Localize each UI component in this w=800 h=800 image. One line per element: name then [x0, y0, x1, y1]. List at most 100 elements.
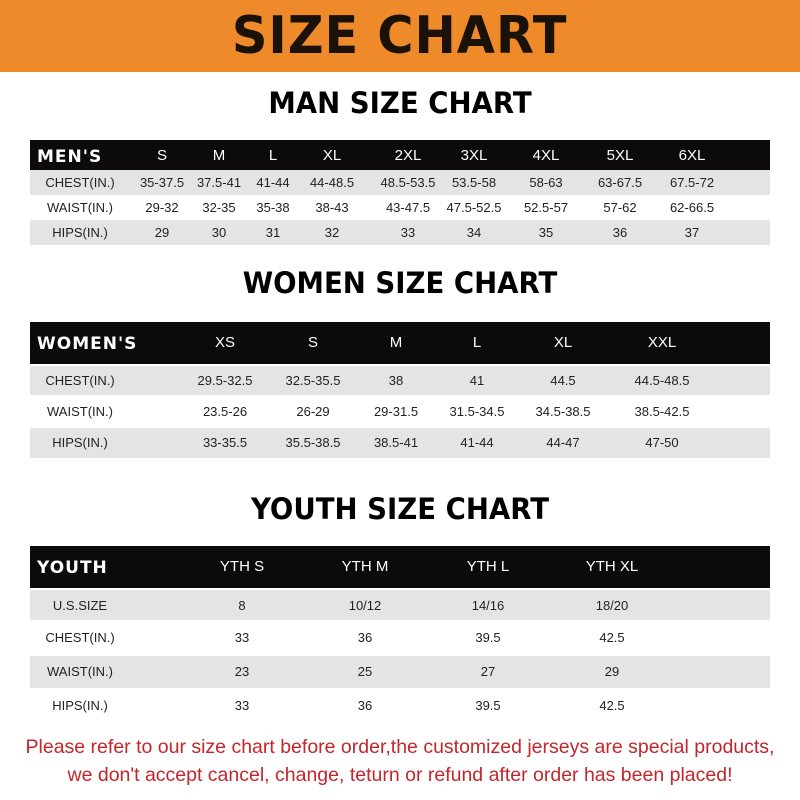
youth-size-value: 23 [234, 664, 250, 679]
youth-row-label: U.S.SIZE [52, 598, 108, 613]
women-size-header: L [472, 334, 482, 351]
women-measurement-row: CHEST(IN.) 29.5-32.5 32.5-35.5 38 41 44.5 44.5… [30, 366, 770, 395]
men-size-value: 63-67.5 [597, 175, 643, 190]
youth-size-value: 42.5 [599, 630, 625, 645]
men-header-label: MEN'S [37, 147, 103, 167]
women-size-value: 32.5-35.5 [285, 373, 341, 388]
women-size-header: M [389, 334, 403, 351]
youth-size-value: 42.5 [599, 698, 625, 713]
women-size-value: 29-31.5 [373, 404, 419, 419]
men-size-header: S [156, 147, 168, 164]
youth-size-header: YTH XL [585, 558, 639, 575]
women-row-label: WAIST(IN.) [47, 404, 113, 419]
men-size-value: 47.5-52.5 [446, 200, 502, 215]
banner-title: SIZE CHART [232, 6, 568, 66]
youth-row-label: HIPS(IN.) [52, 698, 108, 713]
men-size-header: L [268, 147, 278, 164]
women-size-header: XS [214, 334, 236, 351]
women-size-value: 26-29 [296, 404, 330, 419]
women-size-value: 38 [388, 373, 404, 388]
women-size-value: 23.5-26 [202, 404, 248, 419]
men-size-header: M [212, 147, 226, 164]
men-size-value: 32-35 [202, 200, 236, 215]
women-size-value: 44-47 [546, 435, 580, 450]
youth-measurement-row: HIPS(IN.) 33 36 39.5 42.5 [30, 690, 770, 720]
men-size-header: 6XL [678, 147, 706, 164]
youth-size-value: 33 [234, 630, 250, 645]
women-size-value: 47-50 [645, 435, 679, 450]
men-size-value: 62-66.5 [669, 200, 715, 215]
women-size-value: 44.5-48.5 [634, 373, 690, 388]
men-measurement-row: WAIST(IN.) 29-32 32-35 35-38 38-43 43-47.5 47.… [30, 195, 770, 220]
men-measurement-row: HIPS(IN.) 29 30 31 32 33 34 35 36 37 [30, 220, 770, 245]
youth-size-value: 14/16 [471, 598, 505, 613]
men-size-value: 53.5-58 [451, 175, 497, 190]
youth-size-value: 27 [480, 664, 496, 679]
youth-size-header: YTH M [341, 558, 389, 575]
youth-header-label: YOUTH [37, 558, 108, 578]
women-header-row: WOMEN'S XS S M L XL XXL [30, 322, 770, 364]
men-size-value: 29-32 [145, 200, 179, 215]
men-section-title: MAN SIZE CHART [268, 86, 532, 120]
men-size-value: 35 [538, 225, 554, 240]
men-size-value: 43-47.5 [385, 200, 431, 215]
youth-measurement-row: WAIST(IN.) 23 25 27 29 [30, 656, 770, 688]
women-size-value: 41-44 [460, 435, 494, 450]
youth-size-value: 36 [357, 698, 373, 713]
women-size-value: 44.5 [550, 373, 576, 388]
size-chart-banner: SIZE CHART [0, 0, 800, 72]
women-size-value: 38.5-42.5 [634, 404, 690, 419]
men-size-value: 52.5-57 [523, 200, 569, 215]
youth-row-label: WAIST(IN.) [47, 664, 113, 679]
youth-size-value: 8 [238, 598, 246, 613]
men-size-value: 33 [400, 225, 416, 240]
men-size-value: 58-63 [529, 175, 563, 190]
women-header-label: WOMEN'S [37, 334, 138, 354]
youth-section-title: YOUTH SIZE CHART [250, 492, 550, 526]
men-size-value: 31 [265, 225, 281, 240]
women-size-header: S [307, 334, 319, 351]
men-row-label: HIPS(IN.) [52, 225, 108, 240]
men-size-value: 48.5-53.5 [380, 175, 436, 190]
women-size-value: 31.5-34.5 [449, 404, 505, 419]
women-section-title: WOMEN SIZE CHART [242, 266, 558, 300]
men-size-header: 2XL [394, 147, 422, 164]
youth-measurement-row: CHEST(IN.) 33 36 39.5 42.5 [30, 622, 770, 654]
men-size-value: 35-37.5 [139, 175, 185, 190]
men-size-value: 35-38 [256, 200, 290, 215]
women-size-value: 35.5-38.5 [285, 435, 341, 450]
women-size-value: 29.5-32.5 [197, 373, 253, 388]
women-size-value: 33-35.5 [202, 435, 248, 450]
men-size-header: 4XL [532, 147, 560, 164]
women-size-header: XXL [647, 334, 677, 351]
women-size-value: 38.5-41 [373, 435, 419, 450]
men-size-value: 37 [684, 225, 700, 240]
footer-notice-line-1: Please refer to our size chart before or… [25, 736, 775, 758]
men-header-row: MEN'S S M L XL 2XL 3XL 4XL 5XL 6XL [30, 140, 770, 170]
men-measurement-row: CHEST(IN.) 35-37.5 37.5-41 41-44 44-48.5 48.5… [30, 170, 770, 195]
men-size-header: XL [322, 147, 342, 164]
youth-size-value: 33 [234, 698, 250, 713]
youth-size-value: 18/20 [595, 598, 629, 613]
youth-row-label: CHEST(IN.) [45, 630, 115, 645]
youth-size-value: 10/12 [348, 598, 382, 613]
youth-size-value: 39.5 [475, 630, 501, 645]
men-size-value: 29 [154, 225, 170, 240]
men-size-value: 30 [211, 225, 227, 240]
men-size-value: 41-44 [256, 175, 290, 190]
women-size-value: 34.5-38.5 [535, 404, 591, 419]
men-size-value: 57-62 [603, 200, 637, 215]
men-size-header: 3XL [460, 147, 488, 164]
women-row-label: HIPS(IN.) [52, 435, 108, 450]
men-size-value: 38-43 [315, 200, 349, 215]
youth-size-value: 36 [357, 630, 373, 645]
women-measurement-row: WAIST(IN.) 23.5-26 26-29 29-31.5 31.5-34.5 34… [30, 397, 770, 426]
women-row-label: CHEST(IN.) [45, 373, 115, 388]
men-size-value: 36 [612, 225, 628, 240]
men-size-value: 32 [324, 225, 340, 240]
youth-size-value: 39.5 [475, 698, 501, 713]
youth-size-value: 29 [604, 664, 620, 679]
men-size-header: 5XL [606, 147, 634, 164]
women-size-header: XL [553, 334, 573, 351]
men-row-label: WAIST(IN.) [47, 200, 113, 215]
